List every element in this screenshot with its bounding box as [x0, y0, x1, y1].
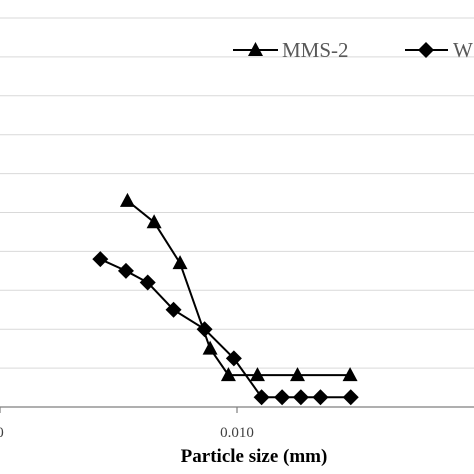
- x-axis-title: Particle size (mm): [181, 446, 328, 467]
- data-point-mms-2: [146, 214, 162, 229]
- legend-diamond-icon: [418, 42, 434, 58]
- x-axis-ticks: 0 0.010: [0, 407, 254, 441]
- data-point-mms-2: [249, 367, 265, 382]
- data-point-w: [92, 251, 109, 268]
- data-point-mms-2: [172, 255, 188, 270]
- data-point-w: [165, 301, 182, 318]
- legend-label-mms-2: MMS-2: [282, 38, 349, 62]
- data-point-w: [253, 389, 270, 406]
- data-point-w: [139, 274, 156, 291]
- legend-label-w: W: [453, 38, 473, 62]
- data-point-w: [117, 262, 134, 279]
- series-line-mms-2: [126, 200, 351, 377]
- data-point-w: [225, 350, 242, 367]
- legend-triangle-icon: [248, 42, 263, 56]
- x-tick-label: 0.010: [220, 425, 254, 441]
- data-point-w: [274, 389, 291, 406]
- gridlines: [0, 17, 474, 369]
- data-point-mms-2: [342, 367, 358, 382]
- legend-item-w: W: [405, 38, 473, 62]
- legend: MMS-2 W: [233, 38, 473, 62]
- data-point-mms-2: [220, 367, 236, 382]
- data-point-mms-2: [119, 192, 135, 207]
- data-point-w: [312, 389, 329, 406]
- data-point-mms-2: [202, 340, 218, 355]
- x-tick-label: 0: [0, 425, 4, 441]
- data-point-mms-2: [289, 367, 305, 382]
- data-point-w: [196, 321, 213, 338]
- data-point-w: [342, 389, 359, 406]
- data-point-w: [292, 389, 309, 406]
- series-layer: [92, 192, 359, 406]
- legend-item-mms-2: MMS-2: [233, 38, 349, 62]
